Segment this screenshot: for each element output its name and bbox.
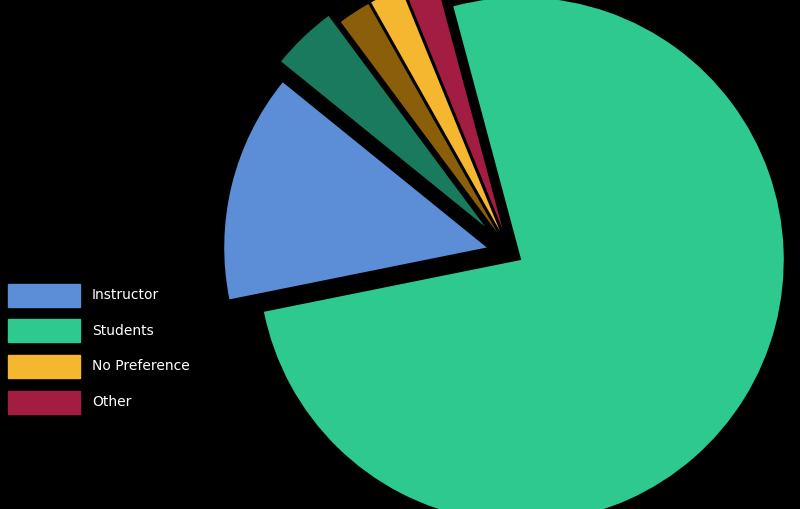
Wedge shape	[281, 16, 485, 227]
Text: Other: Other	[92, 395, 131, 409]
Wedge shape	[341, 4, 498, 233]
Wedge shape	[404, 0, 503, 230]
Wedge shape	[264, 0, 784, 509]
Text: Students: Students	[92, 324, 154, 338]
Wedge shape	[224, 82, 486, 299]
Wedge shape	[371, 0, 500, 231]
Text: No Preference: No Preference	[92, 359, 190, 374]
Text: Instructor: Instructor	[92, 288, 159, 302]
